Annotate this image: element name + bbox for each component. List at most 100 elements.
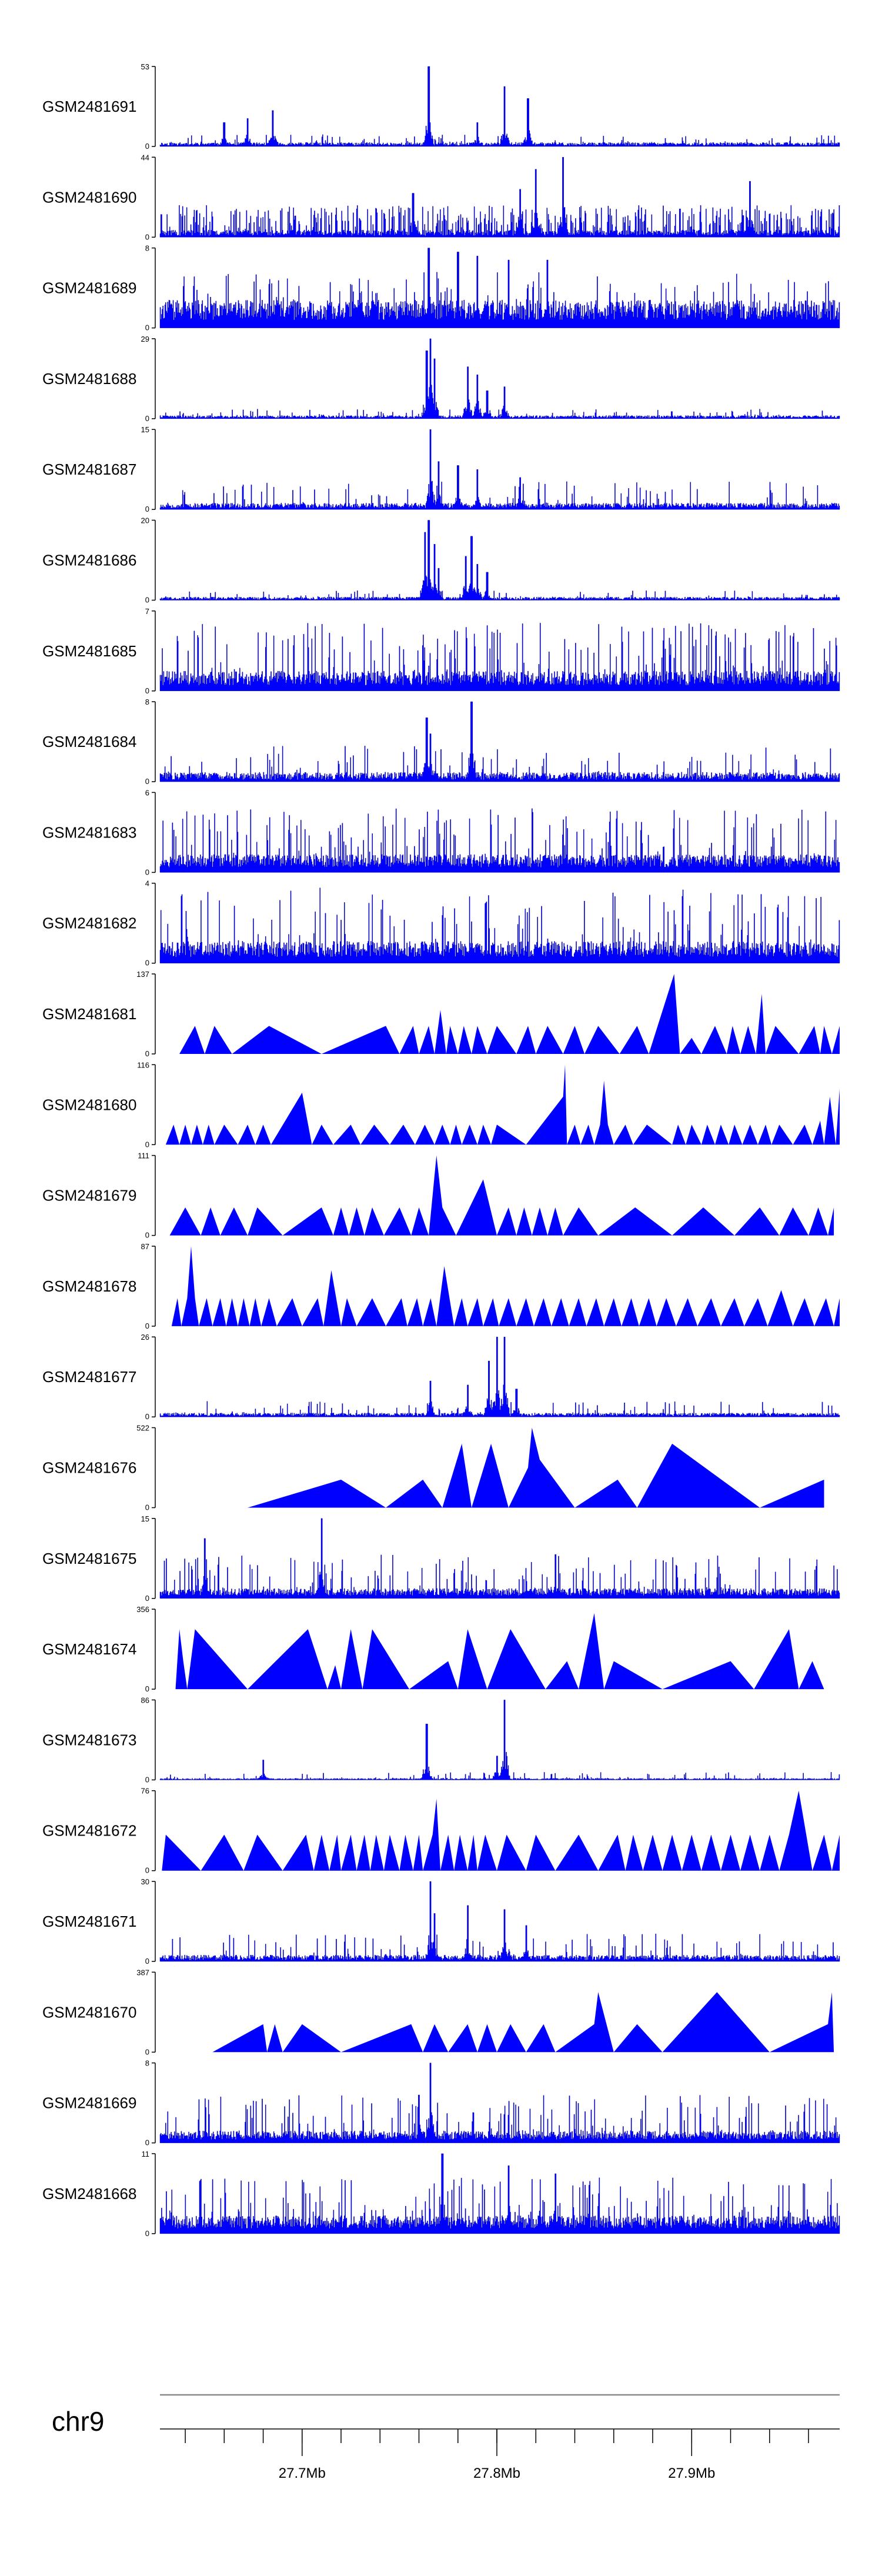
x-tick-label: 27.7Mb xyxy=(279,2465,326,2481)
y-max-label: 8 xyxy=(145,244,149,253)
y-max-label: 15 xyxy=(141,1514,149,1523)
signal-area xyxy=(159,66,840,147)
track-label: GSM2481670 xyxy=(42,2003,136,2021)
chromosome-label: chr9 xyxy=(52,2406,104,2437)
track-label: GSM2481685 xyxy=(42,642,136,660)
track-label: GSM2481681 xyxy=(42,1005,136,1023)
track-label: GSM2481680 xyxy=(42,1096,136,1113)
track-GSM2481673: GSM2481673 86 0 xyxy=(42,1696,840,1784)
track-GSM2481684: GSM2481684 8 0 xyxy=(42,698,840,786)
signal-area xyxy=(248,1427,824,1508)
y-min-label: 0 xyxy=(145,867,149,876)
track-GSM2481668: GSM2481668 11 0 xyxy=(42,2150,840,2238)
track-label: GSM2481677 xyxy=(42,1368,136,1386)
track-GSM2481683: GSM2481683 6 0 xyxy=(42,788,840,876)
track-GSM2481671: GSM2481671 30 0 xyxy=(42,1877,840,1966)
signal-area xyxy=(159,2063,840,2143)
y-min-label: 0 xyxy=(145,1140,149,1149)
signal-area xyxy=(159,248,840,328)
y-max-label: 4 xyxy=(145,879,149,888)
y-max-label: 20 xyxy=(141,516,149,525)
track-label: GSM2481682 xyxy=(42,915,136,932)
signal-area xyxy=(159,1700,840,1780)
y-max-label: 53 xyxy=(141,62,149,71)
track-label: GSM2481691 xyxy=(42,98,136,115)
track-label: GSM2481688 xyxy=(42,370,136,388)
y-min-label: 0 xyxy=(145,1866,149,1875)
y-min-label: 0 xyxy=(145,232,149,241)
track-label: GSM2481689 xyxy=(42,279,136,297)
y-max-label: 26 xyxy=(141,1333,149,1342)
y-min-label: 0 xyxy=(145,1049,149,1058)
y-max-label: 111 xyxy=(138,1152,149,1160)
y-max-label: 76 xyxy=(141,1787,149,1796)
y-max-label: 11 xyxy=(142,2150,150,2158)
track-GSM2481690: GSM2481690 44 0 xyxy=(42,153,840,241)
y-max-label: 8 xyxy=(145,698,149,706)
track-label: GSM2481686 xyxy=(42,552,136,569)
y-max-label: 387 xyxy=(136,1968,149,1977)
signal-area xyxy=(162,1790,840,1871)
signal-area xyxy=(171,1246,840,1326)
y-max-label: 8 xyxy=(145,2059,149,2068)
y-max-label: 30 xyxy=(141,1877,149,1886)
track-label: GSM2481690 xyxy=(42,188,136,206)
signal-area xyxy=(159,2153,840,2234)
y-min-label: 0 xyxy=(145,1684,149,1693)
track-label: GSM2481678 xyxy=(42,1277,136,1295)
signal-area xyxy=(212,1992,834,2053)
track-GSM2481678: GSM2481678 87 0 xyxy=(42,1242,840,1330)
y-max-label: 522 xyxy=(136,1424,149,1433)
track-GSM2481680: GSM2481680 116 0 xyxy=(42,1060,840,1149)
track-GSM2481675: GSM2481675 15 0 xyxy=(42,1514,840,1603)
track-GSM2481669: GSM2481669 8 0 xyxy=(42,2059,840,2147)
y-min-label: 0 xyxy=(145,414,149,423)
genome-axis: chr9 27.7Mb 27.8Mb 27.9Mb xyxy=(52,2394,840,2481)
y-min-label: 0 xyxy=(145,323,149,332)
track-GSM2481687: GSM2481687 15 0 xyxy=(42,425,840,513)
y-min-label: 0 xyxy=(145,1322,149,1330)
signal-area xyxy=(179,974,840,1054)
y-min-label: 0 xyxy=(145,2138,149,2147)
track-GSM2481677: GSM2481677 26 0 xyxy=(42,1333,840,1421)
track-GSM2481691: GSM2481691 53 0 xyxy=(42,62,840,151)
y-max-label: 7 xyxy=(145,607,149,616)
signal-area xyxy=(159,887,840,963)
track-GSM2481688: GSM2481688 29 0 xyxy=(42,335,840,423)
track-GSM2481670: GSM2481670 387 0 xyxy=(42,1968,834,2056)
y-max-label: 44 xyxy=(141,153,149,162)
signal-area xyxy=(169,1155,834,1236)
signal-area xyxy=(159,157,840,238)
y-min-label: 0 xyxy=(145,505,149,513)
x-tick-label: 27.8Mb xyxy=(473,2465,520,2481)
signal-area xyxy=(159,1518,840,1599)
y-min-label: 0 xyxy=(145,2229,149,2238)
track-GSM2481679: GSM2481679 111 0 xyxy=(42,1152,834,1240)
signal-area xyxy=(159,623,840,691)
track-label: GSM2481679 xyxy=(42,1187,136,1204)
signal-area xyxy=(159,808,840,873)
y-min-label: 0 xyxy=(145,1412,149,1421)
y-max-label: 15 xyxy=(141,425,149,434)
signal-area xyxy=(159,1881,840,1962)
track-label: GSM2481669 xyxy=(42,2094,136,2112)
track-label: GSM2481676 xyxy=(42,1459,136,1477)
track-label: GSM2481671 xyxy=(42,1913,136,1930)
x-tick-label: 27.9Mb xyxy=(668,2465,715,2481)
y-min-label: 0 xyxy=(145,1775,149,1784)
track-GSM2481681: GSM2481681 137 0 xyxy=(42,970,840,1058)
y-max-label: 29 xyxy=(141,335,149,343)
signal-area xyxy=(159,520,840,600)
track-GSM2481676: GSM2481676 522 0 xyxy=(42,1424,824,1512)
y-min-label: 0 xyxy=(145,596,149,605)
y-max-label: 137 xyxy=(136,970,149,979)
y-min-label: 0 xyxy=(145,1503,149,1512)
track-GSM2481686: GSM2481686 20 0 xyxy=(42,516,840,605)
y-min-label: 0 xyxy=(145,1957,149,1966)
y-min-label: 0 xyxy=(145,959,149,967)
track-label: GSM2481674 xyxy=(42,1640,136,1658)
y-min-label: 0 xyxy=(145,2047,149,2056)
signal-area xyxy=(165,1065,840,1145)
y-min-label: 0 xyxy=(145,777,149,786)
